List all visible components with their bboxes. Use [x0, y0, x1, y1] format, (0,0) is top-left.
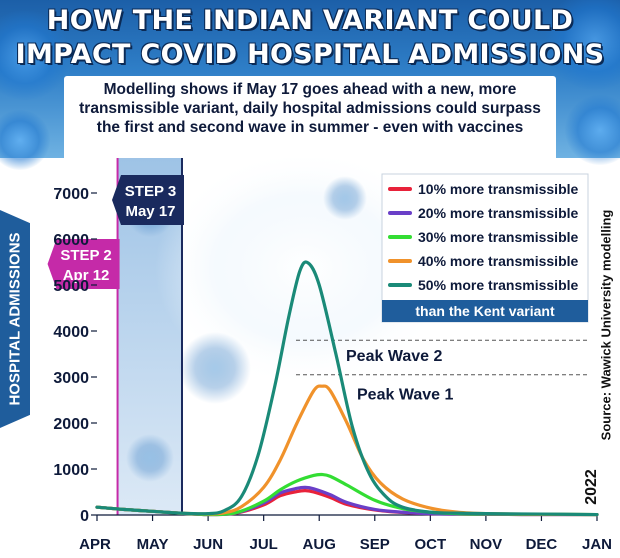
x-tick-label: JUL: [249, 536, 277, 553]
page-title: HOW THE INDIAN VARIANT COULD IMPACT COVI…: [15, 5, 605, 70]
y-axis-label: HOSPITAL ADMISSIONS: [6, 232, 24, 406]
peak-wave-2-label: Peak Wave 2: [346, 348, 442, 365]
page-subtitle: Modelling shows if May 17 goes ahead wit…: [79, 81, 541, 136]
legend-entry: 30% more transmissible: [418, 229, 579, 245]
x-tick-label: JAN: [582, 536, 612, 553]
y-tick-label: 0: [80, 508, 89, 525]
legend-entry: 50% more transmissible: [418, 277, 579, 293]
y-tick-label: 6000: [53, 232, 89, 249]
x-tick-label: AUG: [303, 536, 336, 553]
virus-decoration-icon: [323, 176, 367, 220]
event-date: Apr 12: [63, 267, 110, 284]
virus-decoration-icon: [565, 95, 620, 165]
year-label: 2022: [583, 469, 600, 505]
background-glow: [155, 158, 455, 388]
x-tick-label: DEC: [526, 536, 558, 553]
y-tick-label: 4000: [53, 324, 89, 341]
virus-decoration-icon: [0, 10, 70, 100]
x-tick-label: SEP: [360, 536, 390, 553]
legend-entry: 40% more transmissible: [418, 253, 579, 269]
event-markers: STEP 2 Apr 12 STEP 3 May 17: [47, 158, 184, 515]
y-tick-label: 2000: [53, 416, 89, 433]
y-tick-label: 1000: [53, 462, 89, 479]
y-axis-label-tab: [0, 210, 30, 428]
series-lines: [95, 260, 599, 517]
legend-box: [381, 173, 589, 323]
legend-note: than the Kent variant: [415, 303, 555, 319]
peak-wave-1-label: Peak Wave 1: [357, 387, 453, 404]
y-tick-label: 3000: [53, 370, 89, 387]
legend: 10% more transmissible 20% more transmiss…: [381, 173, 589, 323]
x-tick-label: APR: [79, 536, 111, 553]
x-tick-label: MAY: [137, 536, 169, 553]
series-line: [95, 260, 599, 517]
event-date: May 17: [125, 203, 175, 220]
legend-note-bar: [382, 300, 588, 322]
event-badge: [47, 239, 120, 289]
reference-lines: Peak Wave 2 Peak Wave 1: [296, 339, 588, 404]
x-tick-label: NOV: [470, 536, 503, 553]
virus-decoration-icon: [126, 434, 174, 482]
event-title: STEP 3: [125, 183, 176, 200]
event-title: STEP 2: [60, 247, 111, 264]
y-tick-label: 5000: [53, 278, 89, 295]
legend-entry: 10% more transmissible: [418, 181, 579, 197]
legend-entry: 20% more transmissible: [418, 205, 579, 221]
event-badge: [112, 175, 184, 225]
y-tick-label: 7000: [53, 186, 89, 203]
header-banner: HOW THE INDIAN VARIANT COULD IMPACT COVI…: [0, 0, 620, 170]
x-tick-label: OCT: [414, 536, 446, 553]
subtitle-box: Modelling shows if May 17 goes ahead wit…: [64, 76, 556, 158]
virus-decoration-icon: [0, 110, 50, 170]
virus-decoration-icon: [179, 332, 251, 404]
source-note: Source: Wawick University modelling: [598, 209, 614, 441]
x-tick-label: JUN: [193, 536, 223, 553]
